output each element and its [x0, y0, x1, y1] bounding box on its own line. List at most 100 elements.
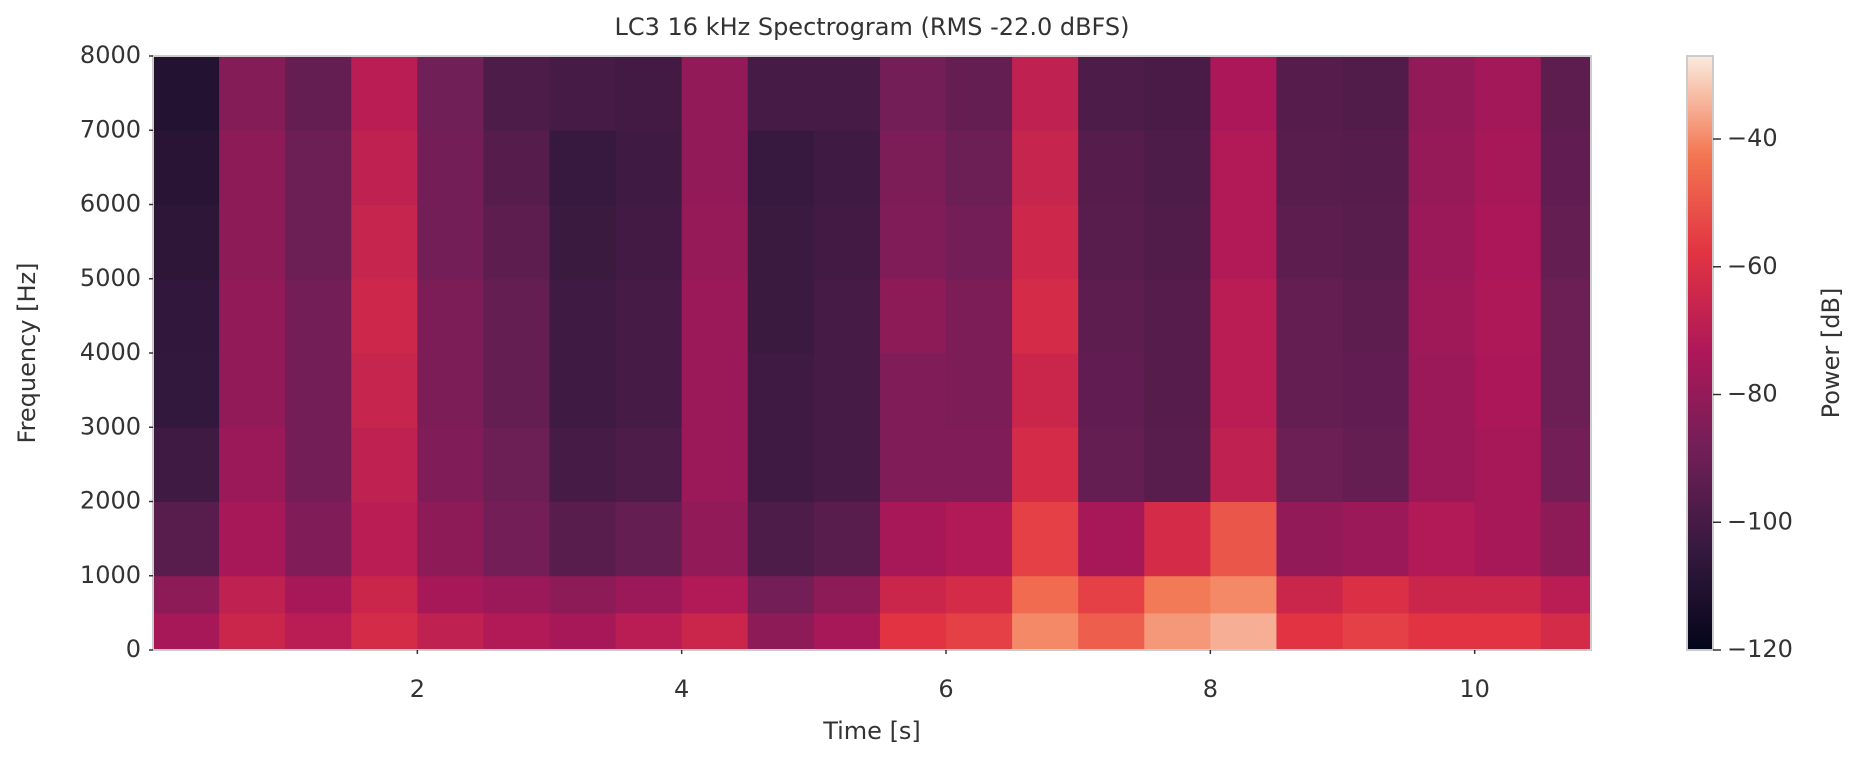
- heatmap-cell: [285, 130, 352, 205]
- heatmap-cell: [1012, 56, 1079, 131]
- heatmap-cell: [1408, 427, 1476, 502]
- heatmap-cell: [417, 501, 484, 577]
- heatmap-cell: [747, 575, 815, 614]
- heatmap-cell: [1342, 56, 1410, 131]
- heatmap-cell: [1474, 501, 1542, 577]
- heatmap-cell: [681, 204, 749, 280]
- heatmap-cell: [946, 612, 1013, 651]
- heatmap-cell: [549, 427, 617, 502]
- heatmap-cell: [483, 56, 551, 131]
- heatmap-cell: [219, 278, 286, 354]
- heatmap-cell: [1276, 427, 1344, 502]
- heatmap-cell: [153, 427, 220, 502]
- heatmap-cell: [1408, 130, 1476, 205]
- heatmap-cell: [1276, 353, 1344, 428]
- heatmap-cell: [483, 353, 551, 428]
- heatmap-cell: [1408, 56, 1476, 131]
- heatmap-cell: [1408, 612, 1476, 651]
- heatmap-cell: [747, 501, 815, 577]
- heatmap-cell: [549, 130, 617, 205]
- heatmap-cell: [946, 353, 1013, 428]
- y-tick-label: 4000: [80, 338, 141, 366]
- heatmap-cell: [285, 612, 352, 651]
- heatmap-cell: [1540, 427, 1592, 502]
- heatmap-cell: [1210, 130, 1277, 205]
- heatmap-cell: [1012, 353, 1079, 428]
- heatmap-cell: [351, 56, 418, 131]
- heatmap-cell: [1276, 204, 1344, 280]
- heatmap-cell: [549, 56, 617, 131]
- colorbar-tick-label: −120: [1727, 635, 1793, 663]
- heatmap-cell: [1210, 204, 1277, 280]
- heatmap-cell: [615, 575, 683, 614]
- heatmap-cell: [813, 204, 881, 280]
- heatmap-cell: [615, 612, 683, 651]
- heatmap-cell: [483, 204, 551, 280]
- colorbar-tick-label: −40: [1727, 124, 1778, 152]
- heatmap-cell: [417, 130, 484, 205]
- heatmap-cell: [417, 56, 484, 131]
- heatmap-cell: [1342, 204, 1410, 280]
- heatmap-cell: [1078, 204, 1145, 280]
- heatmap-cell: [549, 353, 617, 428]
- heatmap-cell: [351, 612, 418, 651]
- heatmap-cell: [1540, 575, 1592, 614]
- heatmap-cell: [946, 427, 1013, 502]
- y-tick-label: 3000: [80, 412, 141, 440]
- heatmap-cell: [1012, 278, 1079, 354]
- heatmap-cell: [1078, 278, 1145, 354]
- heatmap-cell: [1144, 56, 1211, 131]
- heatmap-cell: [483, 575, 551, 614]
- heatmap-cell: [681, 130, 749, 205]
- heatmap-cell: [417, 353, 484, 428]
- heatmap-cell: [1276, 56, 1344, 131]
- heatmap-cell: [1540, 56, 1592, 131]
- heatmap-cell: [1276, 501, 1344, 577]
- heatmap-cell: [1078, 353, 1145, 428]
- heatmap-cell: [285, 56, 352, 131]
- heatmap-cell: [1540, 278, 1592, 354]
- heatmap-cell: [813, 353, 881, 428]
- heatmap-cell: [1474, 575, 1542, 614]
- heatmap-cell: [1276, 612, 1344, 651]
- heatmap-cell: [483, 130, 551, 205]
- heatmap-cell: [946, 204, 1013, 280]
- heatmap-cell: [813, 575, 881, 614]
- heatmap-cell: [1144, 427, 1211, 502]
- heatmap-cell: [879, 427, 947, 502]
- heatmap-cell: [1342, 353, 1410, 428]
- heatmap-cell: [1276, 278, 1344, 354]
- heatmap-cell: [1012, 575, 1079, 614]
- heatmap-cell: [1342, 575, 1410, 614]
- heatmap-cell: [615, 204, 683, 280]
- heatmap-cell: [1144, 575, 1211, 614]
- heatmap-cell: [1210, 575, 1277, 614]
- y-tick-label: 2000: [80, 487, 141, 515]
- heatmap-cell: [813, 130, 881, 205]
- heatmap-cell: [285, 204, 352, 280]
- heatmap-cell: [747, 204, 815, 280]
- heatmap-cell: [615, 278, 683, 354]
- heatmap-cell: [417, 612, 484, 651]
- heatmap-cell: [879, 612, 947, 651]
- heatmap-cell: [1408, 278, 1476, 354]
- heatmap-cell: [1078, 130, 1145, 205]
- heatmap-cell: [1474, 427, 1542, 502]
- heatmap-cell: [1408, 501, 1476, 577]
- heatmap-cell: [153, 575, 220, 614]
- x-tick-label: 2: [410, 675, 425, 703]
- heatmap-cell: [1540, 204, 1592, 280]
- heatmap-cell: [1474, 612, 1542, 651]
- heatmap-cell: [615, 130, 683, 205]
- heatmap-cell: [1210, 427, 1277, 502]
- heatmap-cell: [1474, 278, 1542, 354]
- heatmap-cell: [219, 204, 286, 280]
- heatmap-cell: [1012, 427, 1079, 502]
- y-tick-label: 5000: [80, 264, 141, 292]
- heatmap-cell: [1078, 612, 1145, 651]
- heatmap-cell: [417, 278, 484, 354]
- heatmap-cell: [1210, 612, 1277, 651]
- heatmap-cell: [1144, 278, 1211, 354]
- heatmap-cell: [946, 130, 1013, 205]
